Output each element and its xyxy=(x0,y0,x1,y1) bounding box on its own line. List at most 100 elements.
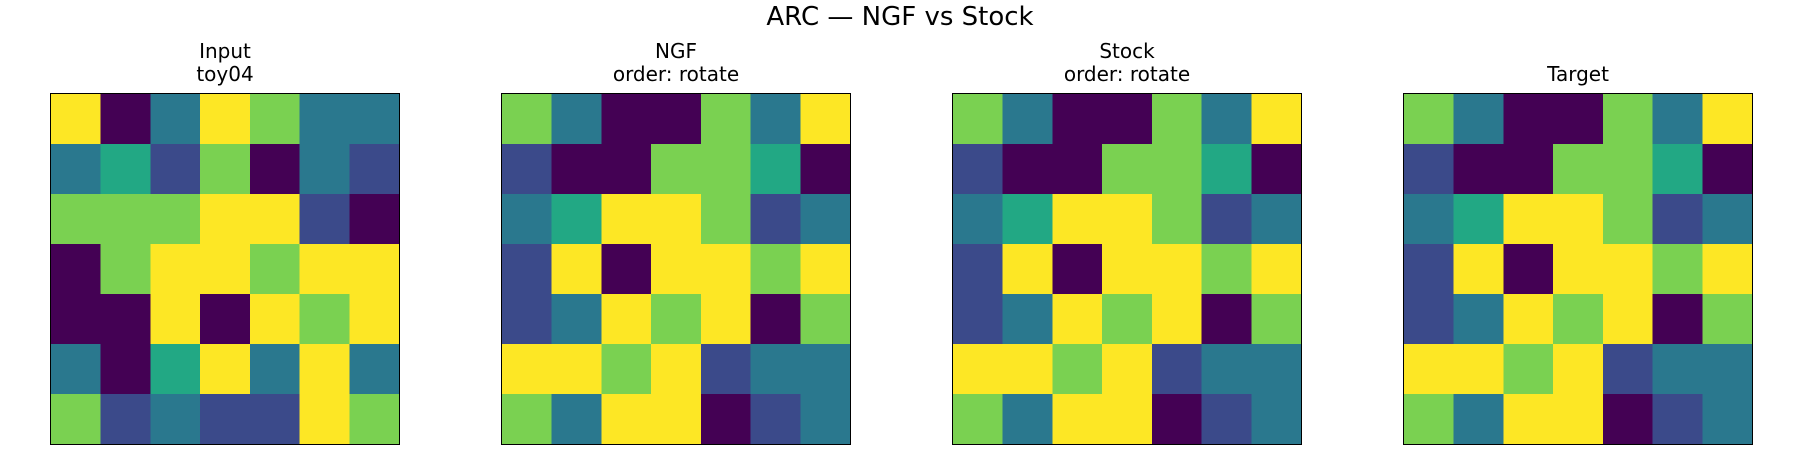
heatmap-cell xyxy=(150,94,202,145)
heatmap-svg xyxy=(1404,94,1752,444)
heatmap-cell xyxy=(502,244,553,295)
heatmap-cell xyxy=(651,194,702,245)
heatmap-cell xyxy=(249,244,301,295)
heatmap-cell xyxy=(551,394,603,444)
heatmap-cell xyxy=(150,144,202,195)
heatmap-cell xyxy=(1503,294,1555,345)
heatmap-cell xyxy=(1453,294,1505,345)
heatmap-cell xyxy=(1404,94,1455,145)
heatmap-grid xyxy=(1403,93,1753,445)
heatmap-cell xyxy=(200,394,251,444)
heatmap-cell xyxy=(200,244,251,295)
heatmap-cell xyxy=(1652,394,1704,444)
heatmap-cell xyxy=(249,144,301,195)
heatmap-cell xyxy=(249,94,301,145)
panel-title-line-1: Input xyxy=(199,39,251,63)
heatmap-cell xyxy=(1553,344,1604,395)
heatmap-cell xyxy=(1052,294,1104,345)
heatmap-cell xyxy=(51,94,102,145)
heatmap-cell xyxy=(953,194,1004,245)
heatmap-cell xyxy=(1602,344,1654,395)
heatmap-cell xyxy=(1652,344,1704,395)
heatmap-cell xyxy=(100,194,152,245)
heatmap-cell xyxy=(299,294,351,345)
heatmap-cell xyxy=(551,294,603,345)
heatmap-cell xyxy=(200,294,251,345)
panel-title-line-2: order: rotate xyxy=(612,62,740,86)
heatmap-cell xyxy=(51,394,102,444)
heatmap-cell xyxy=(953,394,1004,444)
heatmap-cell xyxy=(953,294,1004,345)
heatmap-cell xyxy=(1102,94,1153,145)
heatmap-cell xyxy=(1404,344,1455,395)
heatmap-cell xyxy=(249,194,301,245)
heatmap-cell xyxy=(750,94,802,145)
heatmap-cell xyxy=(1553,144,1604,195)
heatmap-cell xyxy=(800,344,850,395)
heatmap-cell xyxy=(953,344,1004,395)
heatmap-cell xyxy=(651,394,702,444)
heatmap-cell xyxy=(1453,244,1505,295)
heatmap-cell xyxy=(1503,394,1555,444)
heatmap-cell xyxy=(1453,394,1505,444)
heatmap-cell xyxy=(249,394,301,444)
heatmap-cell xyxy=(750,194,802,245)
heatmap-cell xyxy=(1201,344,1253,395)
heatmap-cell xyxy=(1102,244,1153,295)
heatmap-cell xyxy=(1052,194,1104,245)
heatmap-cell xyxy=(150,194,202,245)
heatmap-cell xyxy=(299,244,351,295)
heatmap-cell xyxy=(1652,244,1704,295)
heatmap-cell xyxy=(1102,294,1153,345)
heatmap-cell xyxy=(200,194,251,245)
heatmap-cell xyxy=(349,394,399,444)
heatmap-cell xyxy=(601,194,653,245)
heatmap-cell xyxy=(700,94,752,145)
heatmap-cell xyxy=(601,344,653,395)
heatmap-cell xyxy=(1002,344,1054,395)
heatmap-cell xyxy=(1052,394,1104,444)
heatmap-cell xyxy=(800,294,850,345)
heatmap-cell xyxy=(1151,194,1203,245)
heatmap-cell xyxy=(1002,144,1054,195)
heatmap-cell xyxy=(1052,344,1104,395)
heatmap-cell xyxy=(1602,394,1654,444)
heatmap-cell xyxy=(651,144,702,195)
heatmap-cell xyxy=(1251,244,1301,295)
heatmap-cell xyxy=(1201,244,1253,295)
heatmap-cell xyxy=(1602,194,1654,245)
heatmap-cell xyxy=(700,194,752,245)
heatmap-cell xyxy=(200,344,251,395)
heatmap-cell xyxy=(750,344,802,395)
heatmap-cell xyxy=(1102,194,1153,245)
heatmap-cell xyxy=(651,244,702,295)
heatmap-cell xyxy=(299,344,351,395)
heatmap-cell xyxy=(1404,294,1455,345)
heatmap-cell xyxy=(249,344,301,395)
panel-title-line-1: NGF xyxy=(655,39,697,63)
heatmap-cell xyxy=(1251,294,1301,345)
heatmap-cell xyxy=(299,94,351,145)
heatmap-cell xyxy=(502,194,553,245)
heatmap-cell xyxy=(1102,144,1153,195)
heatmap-cell xyxy=(1201,294,1253,345)
heatmap-cell xyxy=(1702,394,1752,444)
heatmap-cell xyxy=(1702,344,1752,395)
heatmap-cell xyxy=(299,194,351,245)
heatmap-cell xyxy=(551,244,603,295)
heatmap-cell xyxy=(551,94,603,145)
heatmap-cell xyxy=(1503,244,1555,295)
heatmap-cell xyxy=(1151,144,1203,195)
heatmap-cell xyxy=(100,244,152,295)
heatmap-cell xyxy=(1404,194,1455,245)
heatmap-grid xyxy=(952,93,1302,445)
heatmap-cell xyxy=(51,244,102,295)
heatmap-svg xyxy=(953,94,1301,444)
heatmap-cell xyxy=(100,394,152,444)
heatmap-cell xyxy=(1702,294,1752,345)
heatmap-cell xyxy=(1102,344,1153,395)
heatmap-cell xyxy=(651,94,702,145)
heatmap-cell xyxy=(953,94,1004,145)
heatmap-cell xyxy=(1553,94,1604,145)
heatmap-cell xyxy=(1251,394,1301,444)
